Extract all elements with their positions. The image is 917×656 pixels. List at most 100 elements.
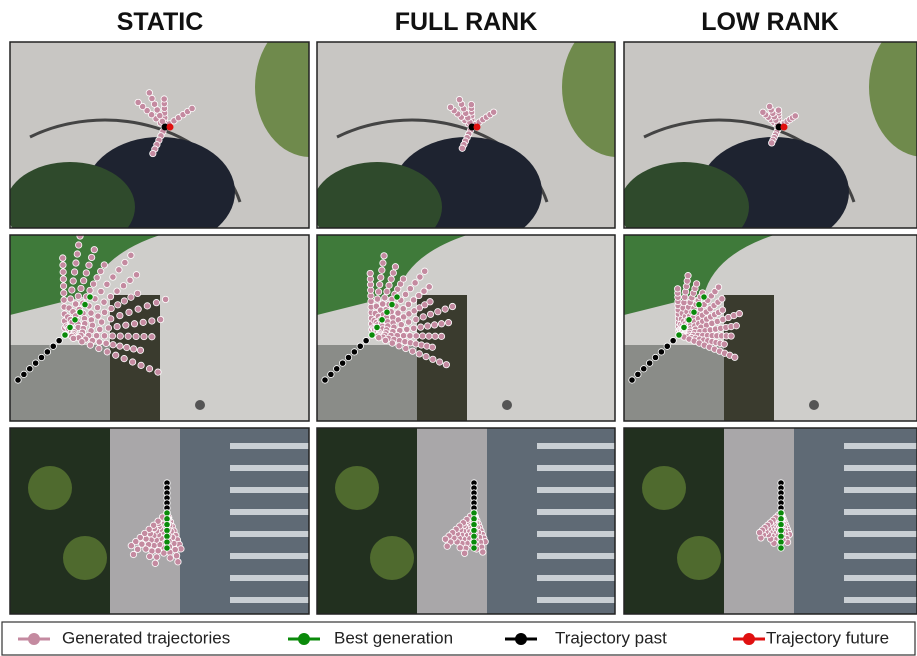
trajectory-dot [130, 346, 136, 352]
trajectory-dot [140, 319, 146, 325]
legend-marker [743, 633, 755, 645]
trajectory-dot [345, 354, 351, 360]
trajectory-dot [760, 109, 766, 115]
trajectory-dot [96, 339, 102, 345]
trajectory-dot [431, 322, 437, 328]
trajectory-dot [389, 301, 395, 307]
trajectory-dot [82, 301, 88, 307]
trajectory-dot [334, 366, 340, 372]
trajectory-dot [400, 276, 406, 282]
trajectory-dot [413, 333, 419, 339]
trajectory-dot [384, 288, 390, 294]
trajectory-dot [474, 124, 481, 131]
trajectory-dot [164, 545, 170, 551]
tree [370, 536, 414, 580]
trajectory-dot [80, 278, 86, 284]
trajectory-dot [83, 270, 89, 276]
step [844, 575, 917, 581]
tree [335, 466, 379, 510]
trajectory-dot [719, 307, 725, 313]
trajectory-dot [658, 349, 664, 355]
trajectory-dot [117, 343, 123, 349]
trajectory-dot [394, 294, 400, 300]
trajectory-dot [128, 252, 134, 258]
trajectory-dot [61, 290, 67, 296]
scene-panel [624, 428, 917, 614]
trajectory-dot [674, 286, 680, 292]
trajectory-dot [420, 314, 426, 320]
trajectory-dot [154, 554, 160, 560]
trajectory-dot [95, 313, 101, 319]
trajectory-dot [382, 337, 388, 343]
trajectory-dot [60, 276, 66, 282]
trajectory-dot [376, 281, 382, 287]
step [230, 531, 310, 537]
manhole [195, 400, 205, 410]
trajectory-dot [468, 101, 474, 107]
trajectory-dot [105, 325, 111, 331]
trajectory-dot [146, 366, 152, 372]
trajectory-dot [77, 309, 83, 315]
scene-panel [619, 17, 917, 252]
trajectory-dot [116, 267, 122, 273]
trajectory-dot [103, 340, 109, 346]
trajectory-dot [443, 362, 449, 368]
trajectory-dot [381, 253, 387, 259]
trajectory-dot [88, 310, 94, 316]
trajectory-dot [141, 333, 147, 339]
trajectory-dot [130, 551, 136, 557]
trajectory-dot [416, 351, 422, 357]
trajectory-dot [60, 269, 66, 275]
trajectory-dot [104, 349, 110, 355]
trajectory-dot [664, 343, 670, 349]
trajectory-dot [101, 309, 107, 315]
stairs [180, 428, 310, 614]
trajectory-dot [189, 105, 195, 111]
legend-marker [298, 633, 310, 645]
trajectory-dot [90, 281, 96, 287]
trajectory-dot [404, 326, 410, 332]
trajectory-dot [27, 366, 33, 372]
trajectory-dot [71, 269, 77, 275]
scene-panel [5, 17, 365, 252]
trajectory-dot [61, 297, 67, 303]
trajectory-dot [75, 293, 81, 299]
scene-panel [10, 233, 309, 421]
legend-marker [28, 633, 40, 645]
trajectory-dot [411, 325, 417, 331]
trajectory-dot [113, 352, 119, 358]
trajectory-dot [719, 296, 725, 302]
legend-label: Trajectory future [766, 628, 889, 647]
trajectory-dot [374, 324, 380, 330]
trajectory-dot [447, 104, 453, 110]
trajectory-dot [44, 349, 50, 355]
step [537, 553, 617, 559]
trajectory-dot [32, 360, 38, 366]
path-strip [10, 345, 110, 421]
trajectory-dot [351, 349, 357, 355]
trajectory-dot [421, 288, 427, 294]
trajectory-dot [379, 317, 385, 323]
trajectory-dot [410, 297, 416, 303]
step [844, 487, 917, 493]
trajectory-dot [721, 341, 727, 347]
trajectory-dot [409, 348, 415, 354]
trajectory-dot [109, 333, 115, 339]
step [537, 509, 617, 515]
trajectory-dot [21, 371, 27, 377]
trajectory-dot [444, 543, 450, 549]
shade [317, 428, 417, 614]
trajectory-dot [490, 109, 496, 115]
trajectory-dot [72, 317, 78, 323]
trajectory-dot [769, 140, 775, 146]
trajectory-dot [144, 303, 150, 309]
trajectory-dot [15, 377, 21, 383]
step [844, 443, 917, 449]
trajectory-dot [402, 291, 408, 297]
trajectory-dot [382, 295, 388, 301]
trajectory-dot [77, 233, 83, 239]
tree [677, 536, 721, 580]
trajectory-dot [122, 259, 128, 265]
trajectory-dot [395, 310, 401, 316]
trajectory-dot [67, 296, 73, 302]
